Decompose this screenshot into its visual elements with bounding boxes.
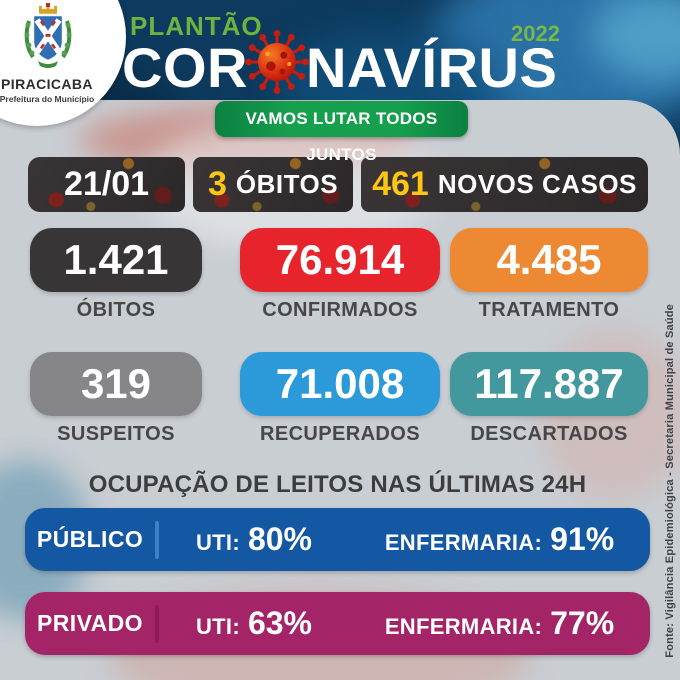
beds-private-icu: UTI: 63%: [159, 605, 349, 642]
city-seal-icon: [24, 3, 72, 68]
stat-box-recovered: 71.008: [240, 352, 440, 416]
icu-label: UTI:: [195, 530, 240, 555]
stat-label-suspected: SUSPEITOS: [57, 423, 175, 445]
source-note: Fonte: Vigilância Epidemiológica - Secre…: [664, 304, 676, 658]
stat-value: 319: [80, 360, 152, 407]
beds-private-ward: ENFERMARIA: 77%: [349, 605, 650, 642]
ward-value: 91%: [550, 521, 615, 557]
logo-subtitle: Prefeitura do Município: [0, 94, 95, 104]
daily-deaths: 3 ÓBITOS: [193, 157, 353, 212]
stat-value: 1.421: [63, 236, 169, 283]
beds-public-ward: ENFERMARIA: 91%: [349, 521, 650, 558]
stat-value: 71.008: [275, 360, 405, 407]
kicker-text: PLANTÃO: [130, 11, 263, 41]
daily-deaths-value: 3: [207, 165, 227, 203]
stat-label-deaths: ÓBITOS: [76, 299, 156, 321]
daily-new-cases: 461 NOVOS CASOS: [361, 157, 648, 212]
stat-box-suspected: 319: [30, 352, 202, 416]
city-logo: PIRACICABA Prefeitura do Município: [0, 0, 126, 126]
beds-public-icu: UTI: 80%: [159, 521, 349, 558]
divider: [155, 604, 159, 643]
stat-value: 76.914: [275, 236, 405, 283]
ward-label: ENFERMARIA:: [384, 614, 543, 639]
page-title: COR: [122, 30, 558, 101]
icu-value: 80%: [247, 521, 312, 557]
divider: [155, 520, 159, 559]
stat-box-discarded: 117.887: [450, 352, 648, 416]
coronavirus-icon: [243, 30, 311, 96]
stat-value: 117.887: [474, 360, 624, 407]
stat-label-treatment: TRATAMENTO: [478, 299, 620, 321]
stat-label-recovered: RECUPERADOS: [260, 423, 420, 445]
ward-label: ENFERMARIA:: [384, 530, 543, 555]
beds-row-public: PÚBLICO UTI: 80% ENFERMARIA: 91%: [25, 508, 650, 571]
title-prefix: COR: [122, 35, 248, 99]
stat-box-treatment: 4.485: [450, 228, 648, 292]
stat-label-discarded: DESCARTADOS: [470, 423, 628, 445]
ward-value: 77%: [550, 605, 615, 641]
beds-public-name: PÚBLICO: [36, 526, 144, 552]
report-date: 21/01: [28, 157, 185, 212]
beds-row-private: PRIVADO UTI: 63% ENFERMARIA: 77%: [25, 592, 650, 655]
stat-label-confirmed: CONFIRMADOS: [262, 299, 418, 321]
icu-label: UTI:: [195, 614, 240, 639]
daily-deaths-label: ÓBITOS: [235, 169, 339, 199]
daily-summary-bar: 21/01 3 ÓBITOS 461 NOVOS CASOS: [28, 157, 648, 212]
icu-value: 63%: [247, 605, 312, 641]
stat-value: 4.485: [496, 236, 602, 283]
title-suffix: NAVÍRUS: [305, 35, 558, 99]
stat-box-confirmed: 76.914: [240, 228, 440, 292]
logo-city-name: PIRACICABA: [1, 76, 93, 92]
beds-private-name: PRIVADO: [37, 610, 143, 636]
beds-section-title: OCUPAÇÃO DE LEITOS NAS ÚLTIMAS 24H: [88, 471, 587, 498]
daily-new-cases-label: NOVOS CASOS: [437, 169, 637, 199]
slogan-ribbon: VAMOS LUTAR TODOS JUNTOS: [215, 101, 468, 164]
daily-new-cases-value: 461: [372, 165, 429, 203]
stat-box-deaths: 1.421: [30, 228, 202, 292]
year-badge: 2022: [511, 21, 560, 46]
